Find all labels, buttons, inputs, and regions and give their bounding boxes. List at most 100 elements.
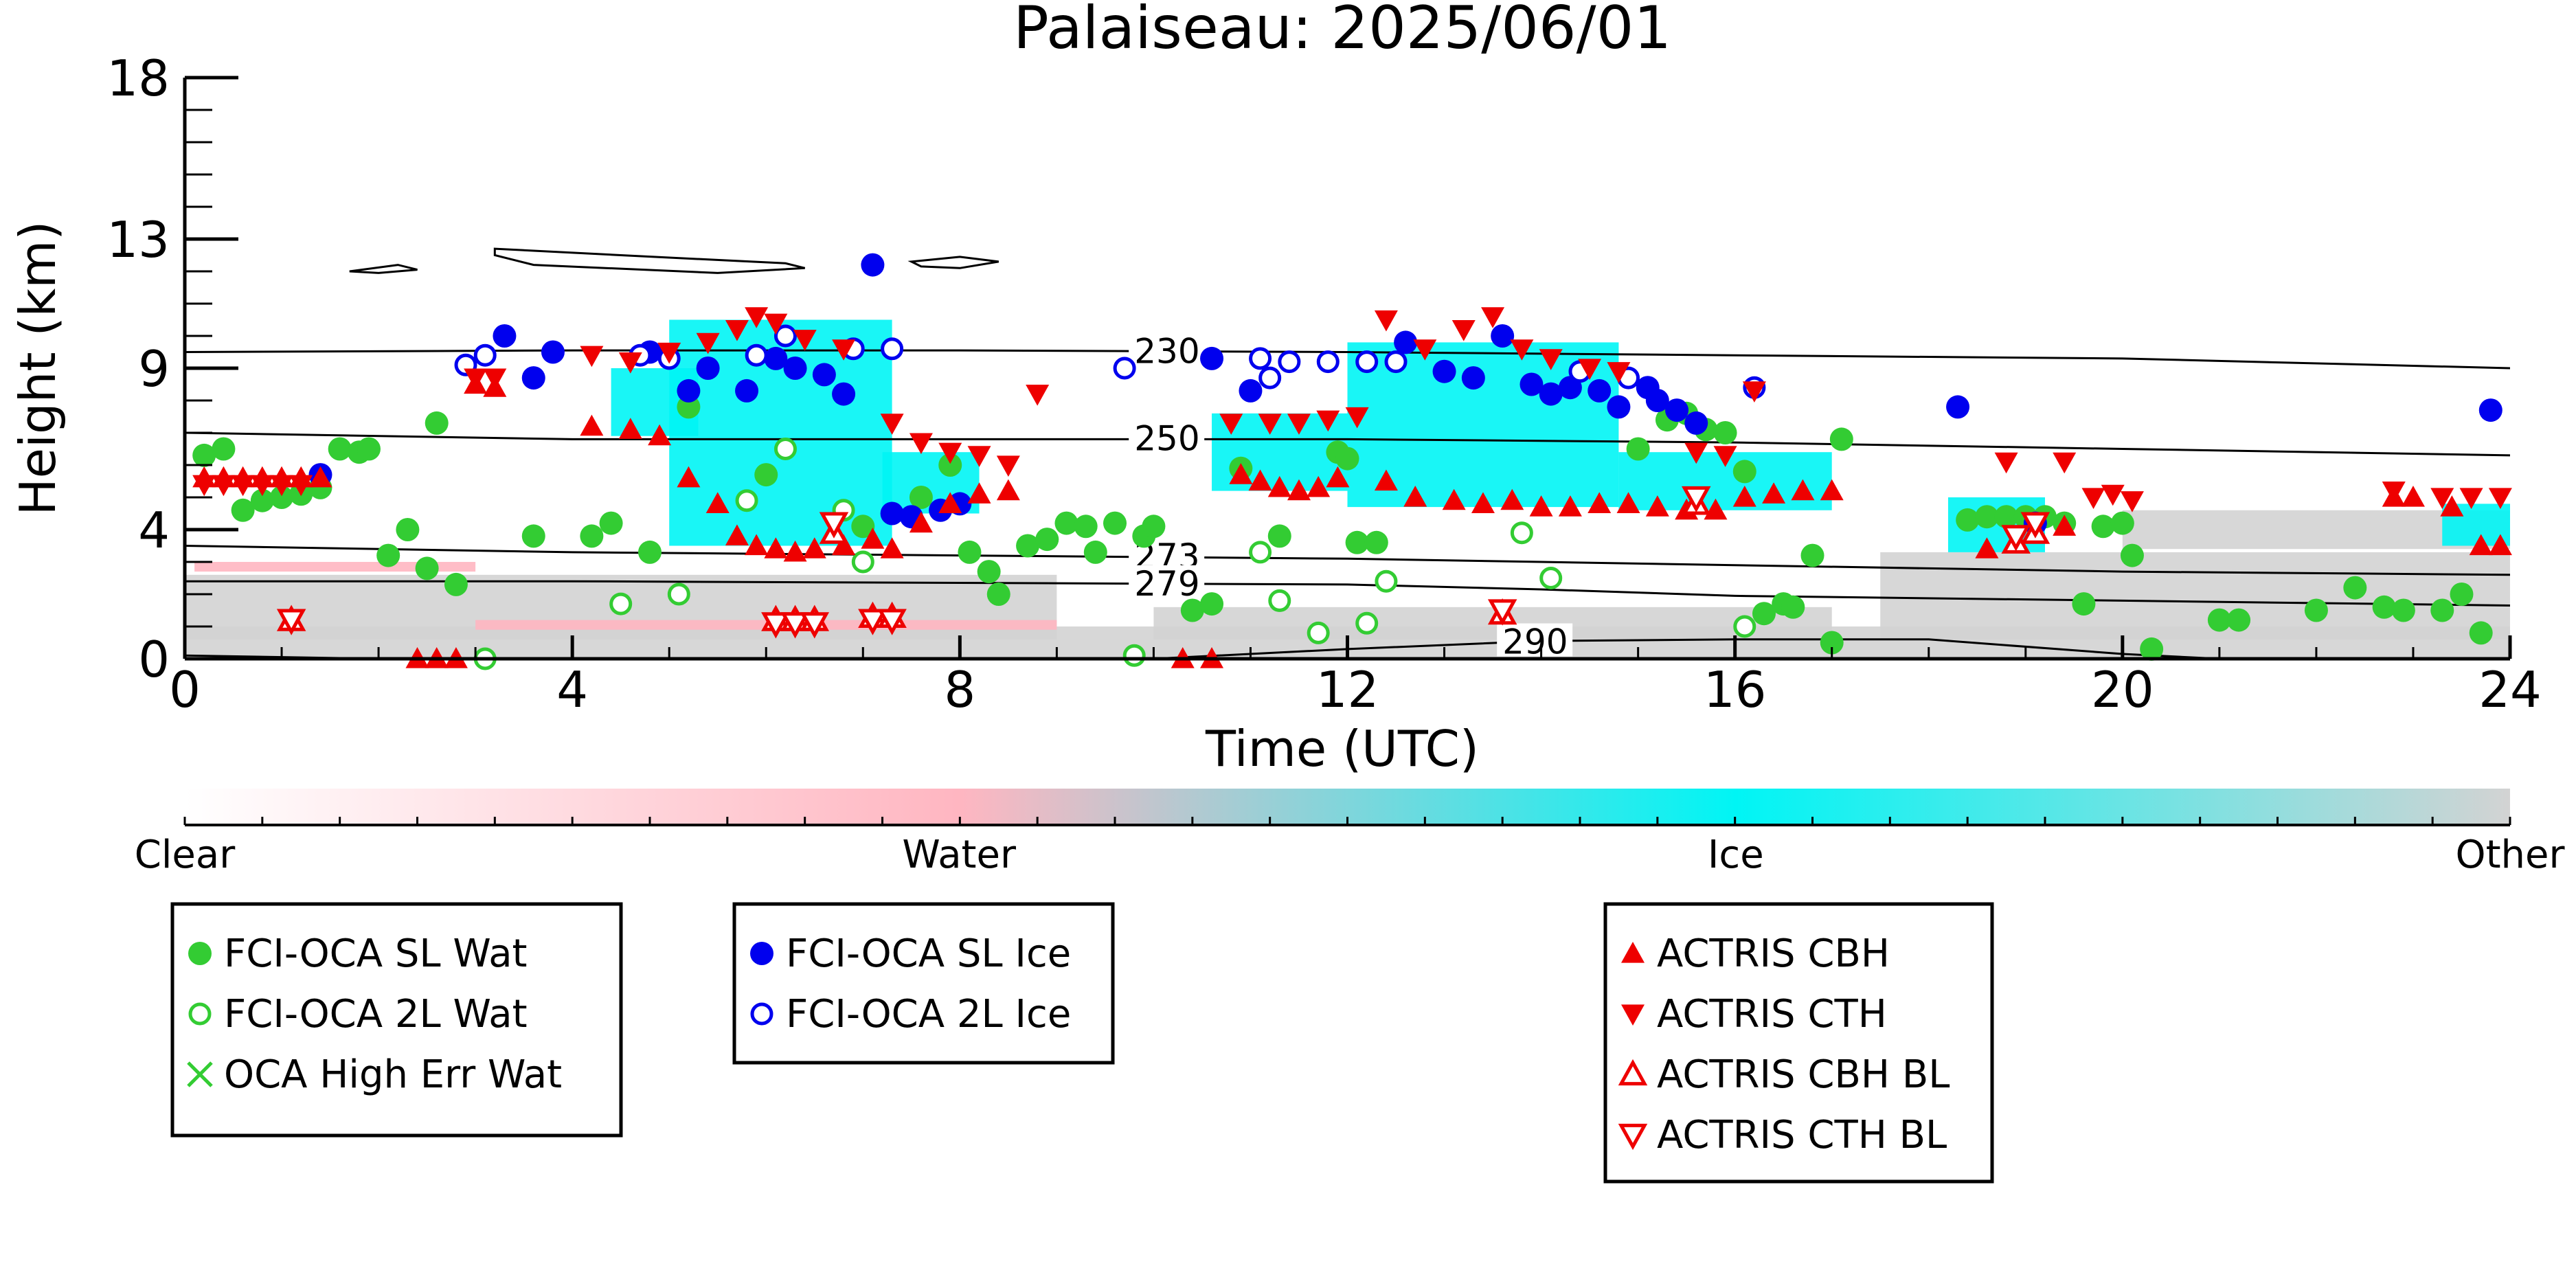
data-point [1374, 310, 1398, 332]
legend-entry: ACTRIS CTH [1657, 992, 1887, 1037]
data-point [2450, 583, 2474, 606]
data-point [819, 512, 849, 539]
data-point [1684, 411, 1708, 435]
data-point [1054, 511, 1078, 535]
contour-line-279 [185, 580, 2510, 607]
data-point [773, 324, 797, 348]
data-point [880, 414, 904, 435]
data-markers [192, 253, 2512, 670]
colorbar-label: Other [2455, 833, 2565, 877]
data-point [2469, 534, 2493, 556]
data-point [938, 492, 962, 513]
data-point [1510, 339, 1534, 361]
data-point [270, 486, 294, 509]
y-tick-label: 0 [138, 631, 170, 688]
data-point [1103, 511, 1127, 535]
data-point [851, 550, 874, 574]
data-point [1239, 379, 1263, 403]
legend-marker [188, 942, 212, 965]
data-point [1539, 349, 1563, 370]
data-point [1316, 410, 1340, 432]
legend-entry: ACTRIS CBH [1657, 931, 1890, 976]
data-point [2110, 511, 2134, 535]
data-point [938, 453, 962, 477]
data-point [1345, 407, 1369, 429]
data-point [2440, 495, 2464, 517]
data-point [2001, 525, 2031, 552]
data-point [1267, 475, 1291, 497]
data-point [231, 475, 255, 497]
legend-marker [1621, 1004, 1645, 1026]
data-point [1335, 447, 1359, 471]
data-point [1229, 463, 1253, 484]
data-point [618, 418, 642, 439]
y-tick-label: 9 [138, 340, 170, 398]
data-point [1326, 466, 1350, 488]
data-point [1578, 359, 1602, 380]
data-point [1791, 479, 1815, 501]
data-point [2343, 576, 2367, 600]
data-point [473, 343, 497, 367]
data-point [2488, 488, 2512, 509]
data-point [1713, 421, 1737, 444]
data-point [725, 320, 749, 341]
axes: 0 4 8 12 16 20 24 0 4 9 13 18 [106, 49, 2541, 719]
data-point [812, 363, 836, 387]
data-point [1645, 389, 1669, 412]
data-point [1500, 488, 1524, 510]
legend-entry: FCI-OCA SL Wat [224, 931, 528, 976]
data-point [1946, 395, 1970, 419]
legend-entry: FCI-OCA SL Ice [786, 931, 1071, 976]
data-point [996, 455, 1020, 477]
data-point [250, 488, 274, 512]
data-point [1820, 479, 1844, 501]
data-point [638, 540, 662, 564]
data-point [1345, 530, 1369, 554]
data-point [1200, 346, 1224, 370]
data-point [783, 357, 807, 380]
data-point [1994, 505, 2018, 529]
data-point [521, 524, 545, 548]
colorbar-label: Clear [135, 833, 236, 877]
data-point [2478, 398, 2502, 422]
data-point [1200, 592, 1224, 616]
data-point [493, 324, 517, 348]
data-point [1142, 515, 1166, 539]
data-point [2304, 598, 2328, 622]
data-point [745, 534, 769, 556]
data-point [1374, 469, 1398, 491]
data-point [2072, 592, 2096, 616]
data-point [1026, 385, 1050, 406]
legend-marker [187, 1061, 213, 1087]
contour-line-250 [185, 431, 2510, 457]
data-point [754, 463, 778, 487]
data-point [705, 492, 730, 513]
data-point [793, 330, 817, 351]
contour-label-bg [1129, 332, 1205, 366]
data-point [2382, 482, 2406, 503]
legend-entry: OCA High Err Wat [224, 1052, 562, 1097]
data-point [1180, 598, 1204, 622]
legend-marker [1618, 1059, 1648, 1086]
data-point [986, 583, 1010, 606]
contour-label: 250 [1134, 418, 1199, 458]
data-point [1267, 524, 1291, 548]
x-axis-label: Time (UTC) [1205, 720, 1479, 778]
data-point [289, 475, 313, 497]
data-point [1432, 359, 1456, 383]
legend-entry: ACTRIS CTH BL [1657, 1113, 1947, 1157]
data-point [1451, 320, 1476, 341]
data-point [2430, 488, 2454, 509]
legend-marker [188, 1002, 212, 1026]
data-point [1249, 347, 1272, 370]
data-point [1684, 442, 1708, 464]
data-point [1682, 486, 1711, 513]
data-point [2391, 598, 2415, 622]
data-point [192, 443, 216, 467]
data-point [1607, 362, 1631, 383]
data-point [2140, 637, 2164, 661]
data-point [2459, 488, 2483, 509]
data-point [1471, 492, 1495, 513]
data-point [780, 612, 810, 639]
legend-marker [1621, 942, 1645, 963]
